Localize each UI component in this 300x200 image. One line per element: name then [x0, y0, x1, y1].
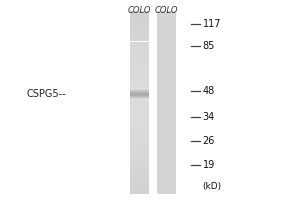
Bar: [130, 29, 149, 32]
Bar: [130, 75, 149, 78]
Bar: [130, 95, 149, 96]
Bar: [130, 96, 149, 99]
Text: 117: 117: [202, 19, 221, 29]
Bar: [130, 167, 149, 170]
Bar: [130, 11, 149, 14]
Bar: [130, 145, 149, 148]
Bar: [130, 92, 149, 93]
Bar: [130, 109, 149, 112]
Bar: [130, 17, 149, 20]
Bar: [130, 69, 149, 72]
Bar: [130, 93, 149, 96]
Bar: [130, 157, 149, 160]
Bar: [130, 133, 149, 136]
Bar: [130, 151, 149, 154]
Bar: [130, 148, 149, 151]
Bar: [130, 72, 149, 75]
Bar: [130, 106, 149, 109]
Bar: [130, 118, 149, 121]
Bar: [130, 112, 149, 115]
Bar: [130, 54, 149, 57]
Bar: [130, 170, 149, 173]
Bar: [157, 11, 176, 194]
Bar: [130, 20, 149, 23]
Bar: [130, 154, 149, 157]
Text: 85: 85: [202, 41, 215, 51]
Bar: [130, 176, 149, 179]
Bar: [130, 164, 149, 167]
Text: (kD): (kD): [202, 182, 222, 192]
Bar: [130, 191, 149, 194]
Bar: [130, 57, 149, 60]
Bar: [130, 136, 149, 139]
Bar: [130, 130, 149, 133]
Bar: [130, 94, 149, 95]
Bar: [130, 87, 149, 90]
Bar: [130, 99, 149, 102]
Bar: [130, 102, 149, 106]
Bar: [130, 93, 149, 94]
Bar: [130, 81, 149, 84]
Bar: [130, 35, 149, 38]
Bar: [130, 121, 149, 124]
Bar: [130, 90, 149, 91]
Bar: [130, 179, 149, 182]
Bar: [130, 78, 149, 81]
Bar: [130, 45, 149, 48]
Bar: [130, 182, 149, 185]
Bar: [130, 26, 149, 29]
Bar: [130, 38, 149, 42]
Bar: [130, 160, 149, 164]
Bar: [130, 14, 149, 17]
Bar: [130, 66, 149, 69]
Bar: [130, 97, 149, 98]
Bar: [130, 84, 149, 87]
Bar: [130, 115, 149, 118]
Bar: [130, 142, 149, 145]
Text: 26: 26: [202, 136, 215, 146]
Bar: [130, 60, 149, 63]
Bar: [130, 96, 149, 97]
Bar: [130, 127, 149, 130]
Bar: [130, 173, 149, 176]
Bar: [130, 91, 149, 92]
Bar: [130, 185, 149, 188]
Bar: [130, 51, 149, 54]
Text: CSPG5--: CSPG5--: [26, 89, 66, 99]
Bar: [130, 124, 149, 127]
Bar: [130, 90, 149, 93]
Bar: [130, 23, 149, 26]
Text: 19: 19: [202, 160, 215, 170]
Bar: [130, 63, 149, 66]
Bar: [130, 139, 149, 142]
Bar: [130, 48, 149, 51]
Text: COLO: COLO: [155, 6, 178, 15]
Bar: [130, 42, 149, 45]
Bar: [130, 188, 149, 191]
Text: 48: 48: [202, 86, 215, 96]
Text: 34: 34: [202, 112, 215, 122]
Bar: [130, 32, 149, 35]
Text: COLO: COLO: [128, 6, 151, 15]
